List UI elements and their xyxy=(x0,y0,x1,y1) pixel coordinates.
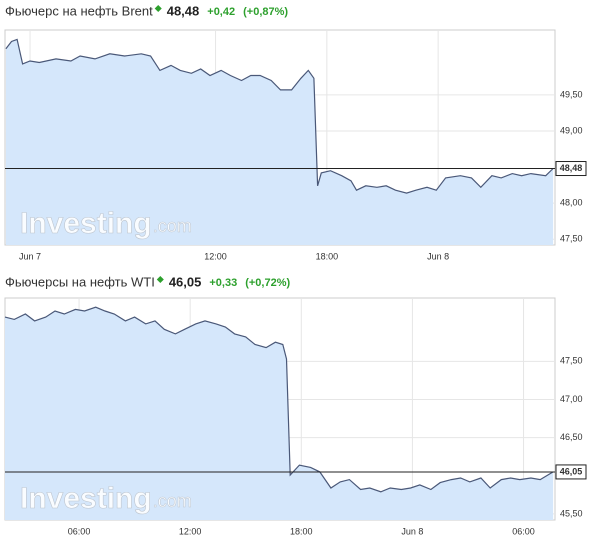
price-line xyxy=(5,38,554,194)
x-tick-label: Jun 7 xyxy=(19,251,41,261)
chart-title: Фьючерсы на нефть WTI xyxy=(5,274,155,289)
x-tick-label: 18:00 xyxy=(290,526,313,536)
chart-title: Фьючерс на нефть Brent xyxy=(5,3,153,18)
y-tick-label: 45,50 xyxy=(560,508,583,518)
area xyxy=(5,39,554,246)
x-tick-label: 12:00 xyxy=(204,251,227,261)
y-tick-label: 49,50 xyxy=(560,89,583,99)
y-tick-label: 49,00 xyxy=(560,125,583,135)
x-tick-label: 12:00 xyxy=(179,526,202,536)
price-line xyxy=(4,306,554,493)
up-indicator xyxy=(154,4,162,13)
price: 46,05 xyxy=(169,274,202,289)
x-tick-label: Jun 8 xyxy=(401,526,423,536)
last-price-box xyxy=(555,464,587,480)
area xyxy=(5,307,554,520)
y-tick-label: 48,00 xyxy=(560,198,583,208)
change-percent: (+0,87%) xyxy=(243,6,288,18)
x-tick-label: Jun 8 xyxy=(427,251,449,261)
last-price-label: 46,05 xyxy=(560,466,583,476)
watermark-suffix: .com xyxy=(153,491,192,511)
y-tick-label: 46,50 xyxy=(560,432,583,442)
x-tick-label: 06:00 xyxy=(512,526,535,536)
change-percent: (+0,72%) xyxy=(245,277,290,289)
x-tick-label: 18:00 xyxy=(316,251,339,261)
watermark: Investing xyxy=(20,482,152,515)
up-indicator xyxy=(156,275,164,284)
y-tick-label: 47,50 xyxy=(560,356,583,366)
y-tick-label: 47,00 xyxy=(560,394,583,404)
y-tick-label: 47,50 xyxy=(560,234,583,244)
watermark-suffix: .com xyxy=(153,216,192,236)
change: +0,42 xyxy=(207,6,235,18)
change: +0,33 xyxy=(209,277,237,289)
watermark: Investing xyxy=(20,207,152,240)
x-tick-label: 06:00 xyxy=(68,526,91,536)
last-price-label: 48,48 xyxy=(560,163,583,173)
last-price-box xyxy=(555,161,587,177)
price: 48,48 xyxy=(167,3,200,18)
